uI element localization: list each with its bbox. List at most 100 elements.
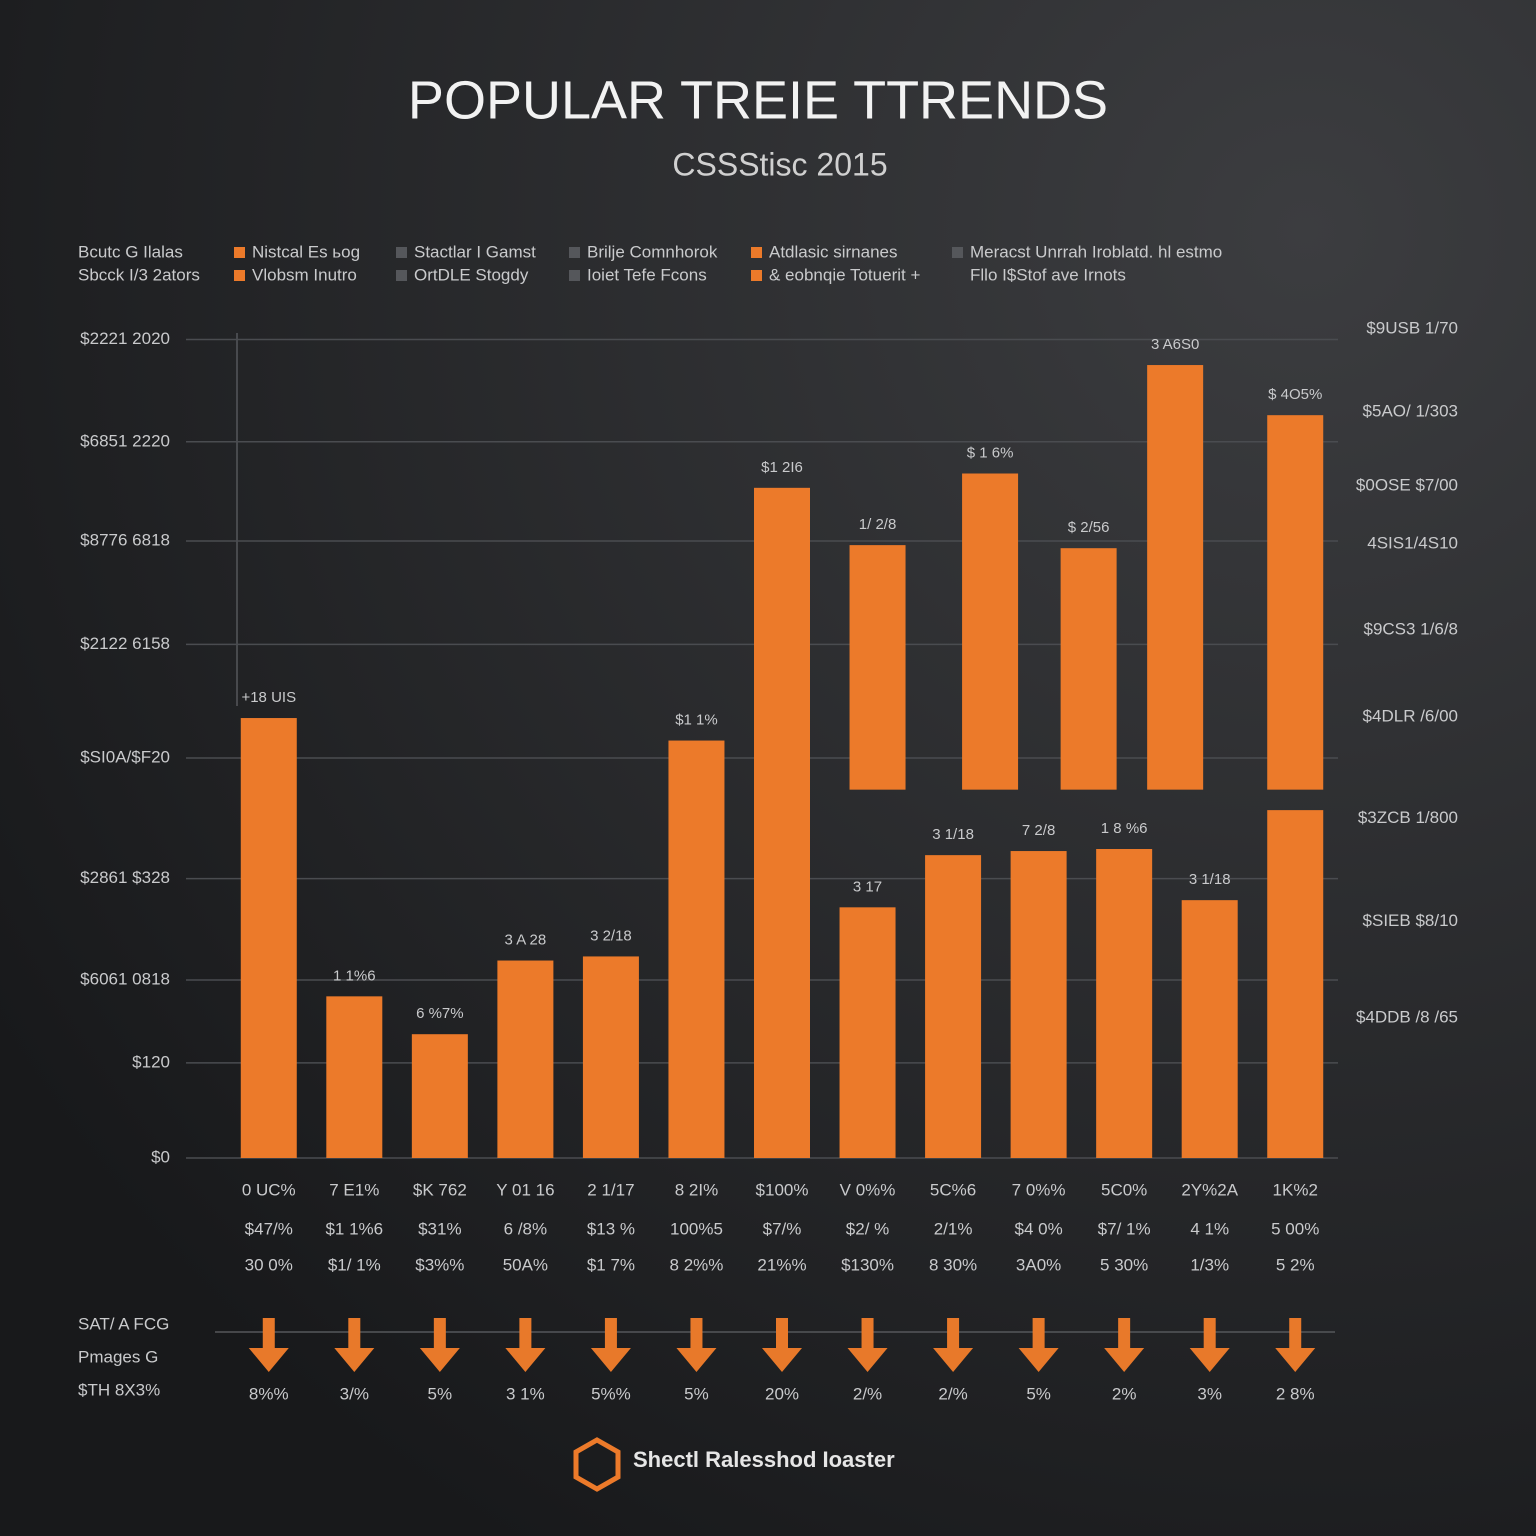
bar [582,956,639,1158]
footer: Shectl Ralesshod Ioaster [633,1447,895,1472]
value-label: 3 17 [853,878,882,895]
x-tick-label: 2Y%2A [1181,1180,1238,1199]
bar [240,718,297,1158]
x-tick-label: 8 30% [929,1255,977,1274]
y2-tick-label: 4SIS1/4S10 [1367,534,1458,553]
change-label: 3% [1197,1384,1222,1403]
x-tick-label: $4 0% [1015,1219,1063,1238]
y2-tick-label: $9USB 1/70 [1366,319,1458,338]
y-tick-label: $8776 6818 [80,531,170,550]
x-tick-label: 21%% [757,1255,806,1274]
x-tick-label: $2/ % [846,1219,889,1238]
x-tick-label: $31% [418,1219,461,1238]
bar [1147,365,1204,790]
value-label: 3 A 28 [505,931,547,948]
legend-label: Meracst Unrrah Iroblatd. hl estmo [970,242,1222,261]
value-label: +18 UIS [241,689,296,706]
chart-subtitle: CSSStisc 2015 [672,146,887,182]
value-label: $1 2I6 [761,459,803,476]
x-tick-label: 8 2I% [675,1180,718,1199]
y2-tick-label: $5AO/ 1/303 [1363,402,1458,421]
x-tick-label: $47/% [245,1219,293,1238]
value-label: 3 1/18 [932,826,974,843]
x-tick-label: 7 0%% [1012,1180,1066,1199]
legend-label: Ioiet Tefe Fcons [587,265,707,284]
arrow-icon [1018,1318,1059,1372]
change-heading: SAT/ A FCG [78,1314,169,1333]
x-tick-label: $100% [756,1180,809,1199]
value-label: $ 2/56 [1068,519,1110,536]
arrow-icon [590,1318,631,1372]
x-tick-label: 5C0% [1101,1180,1147,1199]
value-label: $ 1 6% [967,444,1014,461]
x-tick-label: $K 762 [413,1180,467,1199]
y2-tick-label: $0OSE $7/00 [1356,475,1458,494]
legend-heading: Bcutc G Ilalas [78,242,183,261]
legend-marker [396,270,407,281]
change-label: 20% [765,1384,799,1403]
arrow-icon [762,1318,802,1372]
x-tick-label: $13 % [587,1219,635,1238]
change-label: 5% [684,1384,709,1403]
value-label: 3 A6S0 [1151,336,1199,353]
y2-tick-label: $4DLR /6/00 [1363,706,1458,725]
x-tick-label: 100%5 [670,1219,723,1238]
x-tick-label: 5 2% [1276,1255,1315,1274]
legend-label: Stactlar I Gamst [414,242,536,261]
value-label: 6 %7% [416,1005,464,1022]
bar [1010,851,1067,1158]
legend-label: Fllo I$Stof ave Irnots [970,265,1126,284]
y-tick-label: $2122 6158 [80,634,170,653]
bar [1181,900,1238,1158]
x-tick-label: V 0%% [840,1180,896,1199]
x-tick-label: Y 01 16 [496,1180,554,1199]
x-tick-label: 3A0% [1016,1255,1061,1274]
change-heading: Pmages G [78,1347,158,1366]
arrow-icon [505,1318,546,1372]
y2-tick-label: $SIEB $8/10 [1363,911,1458,930]
bar [1060,548,1117,790]
x-tick-label: $7/% [763,1219,802,1238]
y-tick-label: $6061 0818 [80,969,170,988]
arrow-icon [1189,1318,1230,1372]
arrow-icon [248,1318,289,1372]
legend-marker [952,247,963,258]
x-tick-label: 4 1% [1190,1219,1229,1238]
y2-tick-label: $9CS3 1/6/8 [1363,620,1458,639]
value-label: 1 8 %6 [1101,820,1148,837]
arrow-icon [1104,1318,1145,1372]
bar [839,907,896,1158]
x-tick-label: 0 UC% [242,1180,296,1199]
value-label: $ 4O5% [1268,386,1322,403]
x-tick-label: $3%% [415,1255,464,1274]
y-tick-label: $6851 2220 [80,431,170,450]
change-label: 3/% [340,1384,369,1403]
legend-label: Atdlasic sirnanes [769,242,898,261]
bar [1267,415,1324,790]
x-tick-label: 8 2%% [670,1255,724,1274]
x-tick-label: 2/1% [934,1219,973,1238]
legend-label: & eobnqie Totuerit + [769,265,920,284]
x-tick-label: 6 /8% [504,1219,547,1238]
x-tick-label: 7 E1% [329,1180,379,1199]
x-tick-label: 5 00% [1271,1219,1319,1238]
arrow-icon [419,1318,460,1372]
x-tick-label: $1 1%6 [325,1219,383,1238]
x-tick-label: $1/ 1% [328,1255,381,1274]
change-label: 2% [1112,1384,1137,1403]
bar [754,487,810,1158]
y-tick-label: $2861 $328 [80,868,170,887]
value-label: 3 1/18 [1189,871,1231,888]
y-tick-label: $2221 2020 [80,329,170,348]
legend-marker [751,270,762,281]
arrow-icon [933,1318,974,1372]
arrow-icon [334,1318,375,1372]
bar [497,960,554,1158]
value-label: 1/ 2/8 [859,516,897,533]
legend-marker [569,247,580,258]
x-tick-label: 1/3% [1190,1255,1229,1274]
x-tick-label: 5 30% [1100,1255,1148,1274]
change-label: 2/% [853,1384,882,1403]
x-tick-label: 50A% [503,1255,548,1274]
